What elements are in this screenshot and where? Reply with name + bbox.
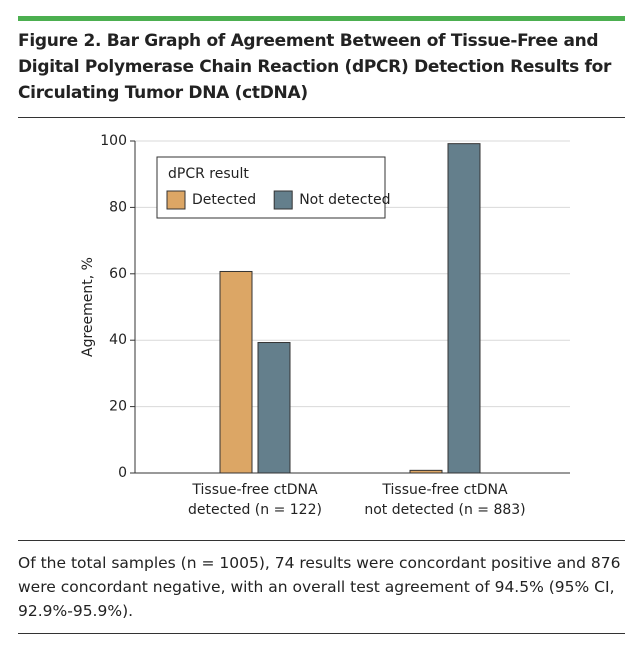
y-tick-label: 60 (109, 266, 127, 282)
y-tick-label: 0 (118, 465, 127, 481)
legend-swatch (166, 190, 186, 210)
chart-title: Figure 2. Bar Graph of Agreement Between… (18, 31, 612, 103)
y-tick-label: 100 (100, 133, 127, 149)
divider (18, 633, 625, 634)
legend-title: dPCR result (168, 166, 249, 182)
y-tick-label: 20 (109, 399, 127, 415)
bar (447, 143, 481, 474)
legend-label: Detected (192, 192, 256, 208)
y-axis-label: Agreement, % (80, 257, 96, 357)
y-tick-label: 40 (109, 332, 127, 348)
legend-box (156, 156, 386, 219)
divider (18, 117, 625, 118)
bar (219, 270, 253, 474)
y-tick-label: 80 (109, 199, 127, 215)
bar (257, 342, 291, 474)
bar (409, 469, 443, 474)
x-tick-label: Tissue-free ctDNA detected (n = 122) (188, 482, 322, 518)
legend-swatch (273, 190, 293, 210)
caption: Of the total samples (n = 1005), 74 resu… (18, 554, 621, 620)
divider (18, 540, 625, 541)
legend-label: Not detected (299, 192, 390, 208)
accent-bar (18, 16, 625, 21)
x-tick-label: Tissue-free ctDNA not detected (n = 883) (364, 482, 526, 518)
